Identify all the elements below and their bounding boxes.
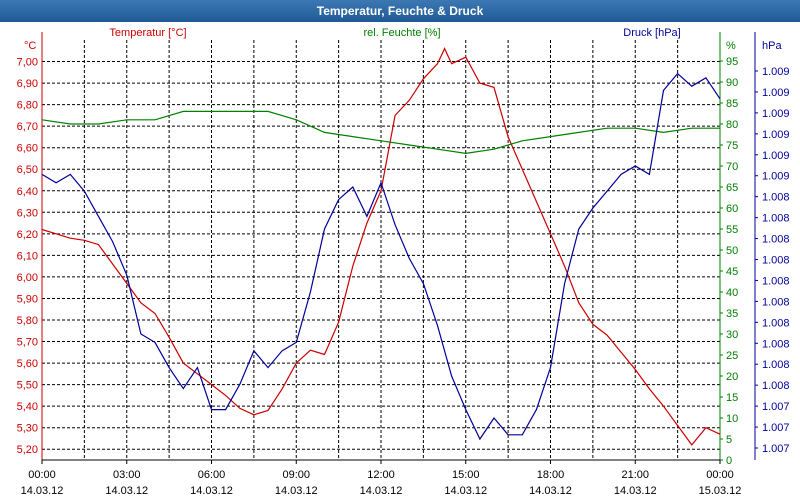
temperature-tick-label: 5,20: [17, 444, 38, 456]
humidity-tick-label: 65: [726, 182, 738, 194]
humidity-tick-label: 5: [726, 434, 732, 446]
humidity-tick-label: 95: [726, 56, 738, 68]
humidity-tick-label: 25: [726, 350, 738, 362]
pressure-tick-label: 1.009: [762, 150, 790, 162]
chart-axes: [41, 32, 758, 464]
temperature-tick-label: 6,40: [17, 186, 38, 198]
pressure-tick-label: 1.008: [762, 213, 790, 225]
pressure-tick-label: 1.008: [762, 296, 790, 308]
pressure-series-line: [41, 72, 721, 441]
humidity-tick-label: 70: [726, 161, 738, 173]
humidity-tick-label: 75: [726, 140, 738, 152]
temperature-tick-label: 5,80: [17, 315, 38, 327]
x-tick-time: 18:00: [537, 469, 565, 481]
temperature-tick-label: 6,00: [17, 272, 38, 284]
humidity-tick-label: 35: [726, 308, 738, 320]
x-tick-time: 00:00: [706, 469, 734, 481]
pressure-tick-label: 1.009: [762, 129, 790, 141]
pressure-tick-label: 1.008: [762, 317, 790, 329]
x-tick-date: 14.03.12: [529, 485, 572, 497]
pressure-tick-label: 1.009: [762, 108, 790, 120]
humidity-tick-label: 80: [726, 119, 738, 131]
series-lines: [41, 47, 721, 446]
temperature-tick-label: 6,50: [17, 164, 38, 176]
humidity-tick-label: 60: [726, 203, 738, 215]
x-tick-date: 14.03.12: [444, 485, 487, 497]
humidity-tick-label: 30: [726, 329, 738, 341]
temperature-tick-label: 6,80: [17, 100, 38, 112]
pressure-tick-label: 1.008: [762, 359, 790, 371]
temperature-tick-label: 6,70: [17, 121, 38, 133]
humidity-tick-label: 10: [726, 413, 738, 425]
x-tick-date: 14.03.12: [614, 485, 657, 497]
x-tick-time: 00:00: [28, 469, 56, 481]
grid-lines: [42, 40, 720, 460]
humidity-tick-label: 45: [726, 266, 738, 278]
x-tick-time: 03:00: [113, 469, 141, 481]
x-tick-date: 14.03.12: [105, 485, 148, 497]
humidity-tick-label: 0: [726, 455, 732, 467]
humidity-unit-label: %: [726, 40, 736, 52]
temperature-tick-label: 7,00: [17, 57, 38, 69]
temperature-series-label: Temperatur [°C]: [109, 27, 186, 39]
temperature-tick-label: 6,90: [17, 78, 38, 90]
temperature-tick-label: 5,30: [17, 423, 38, 435]
temperature-tick-label: 6,10: [17, 250, 38, 262]
chart-area: 5,20 5,30 5,40 5,50 5,60 5,70 5,80 5,90 6,00 6,10…: [17, 27, 790, 497]
humidity-tick-label: 90: [726, 77, 738, 89]
x-tick-date: 14.03.12: [21, 485, 64, 497]
pressure-tick-label: 1.007: [762, 401, 790, 413]
pressure-tick-label: 1.008: [762, 275, 790, 287]
pressure-tick-label: 1.008: [762, 380, 790, 392]
x-tick-date: 14.03.12: [360, 485, 403, 497]
humidity-tick-label: 20: [726, 371, 738, 383]
temperature-tick-label: 6,30: [17, 207, 38, 219]
temperature-series-line: [41, 47, 721, 446]
pressure-tick-label: 1.008: [762, 192, 790, 204]
x-tick-time: 15:00: [452, 469, 480, 481]
chart-title: Temperatur, Feuchte & Druck: [0, 0, 800, 22]
temperature-tick-label: 5,70: [17, 337, 38, 349]
humidity-tick-label: 55: [726, 224, 738, 236]
pressure-tick-label: 1.009: [762, 66, 790, 78]
humidity-tick-label: 85: [726, 98, 738, 110]
pressure-tick-label: 1.008: [762, 255, 790, 267]
humidity-tick-label: 50: [726, 245, 738, 257]
pressure-tick-label: 1.009: [762, 171, 790, 183]
temperature-tick-label: 5,60: [17, 358, 38, 370]
pressure-tick-label: 1.007: [762, 422, 790, 434]
humidity-series-line: [41, 110, 720, 155]
humidity-tick-label: 40: [726, 287, 738, 299]
x-tick-date: 14.03.12: [275, 485, 318, 497]
x-tick-time: 06:00: [198, 469, 226, 481]
x-tick-time: 09:00: [282, 469, 310, 481]
x-tick-time: 12:00: [367, 469, 395, 481]
x-tick-time: 21:00: [621, 469, 649, 481]
humidity-series-label: rel. Feuchte [%]: [363, 27, 440, 39]
temperature-tick-label: 6,20: [17, 229, 38, 241]
pressure-tick-label: 1.009: [762, 87, 790, 99]
x-tick-date: 15.03.12: [699, 485, 742, 497]
pressure-tick-label: 1.008: [762, 234, 790, 246]
temperature-tick-label: 6,60: [17, 143, 38, 155]
pressure-tick-label: 1.007: [762, 443, 790, 455]
humidity-tick-label: 15: [726, 392, 738, 404]
temperature-tick-label: 5,90: [17, 293, 38, 305]
axis-labels: 5,20 5,30 5,40 5,50 5,60 5,70 5,80 5,90 6,00 6,10…: [17, 27, 790, 497]
temperature-unit-label: °C: [24, 40, 36, 52]
temperature-tick-label: 5,50: [17, 380, 38, 392]
pressure-unit-label: hPa: [762, 40, 782, 52]
temperature-tick-label: 5,40: [17, 401, 38, 413]
x-tick-date: 14.03.12: [190, 485, 233, 497]
pressure-tick-label: 1.008: [762, 338, 790, 350]
pressure-series-label: Druck [hPa]: [623, 27, 680, 39]
